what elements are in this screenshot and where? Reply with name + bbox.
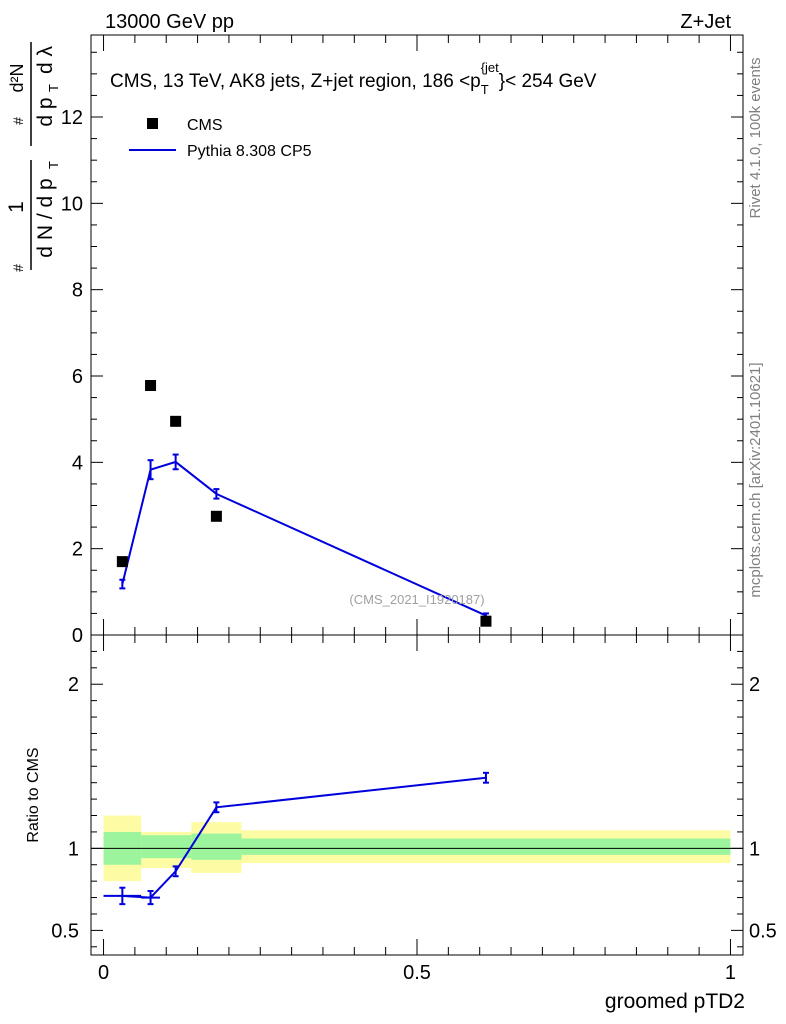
main-y-tick-label: 4 xyxy=(72,452,83,474)
ratio-panel-frame xyxy=(90,634,744,956)
ratio-y-tick-label: 1 xyxy=(68,838,79,860)
plot-title: CMS, 13 TeV, AK8 jets, Z+jet region, 186… xyxy=(110,60,597,97)
x-axis-label: groomed pTD2 xyxy=(605,990,745,1013)
x-tick-label: 1 xyxy=(725,962,736,984)
mcplots-credit-label: mcplots.cern.ch [arXiv:2401.10621] xyxy=(747,362,764,597)
ratio-band-green xyxy=(191,833,242,860)
ylabel-dlambda: d λ xyxy=(34,45,57,74)
main-y-tick-label: 2 xyxy=(72,539,83,561)
ylabel-T-sub-2: T xyxy=(46,84,61,92)
process-label: Z+Jet xyxy=(680,11,731,33)
legend-pythia-label: Pythia 8.308 CP5 xyxy=(187,143,312,160)
cms-data-point xyxy=(145,380,157,392)
main-y-tick-label: 0 xyxy=(72,625,83,647)
ratio-bands xyxy=(91,815,743,882)
ratio-band-green xyxy=(241,838,731,855)
main-y-tick-label: 10 xyxy=(61,193,83,215)
ratio-x-ticks: 0 0.5 1 xyxy=(98,635,736,984)
ylabel-dN-dpT: d N / d p xyxy=(34,178,57,257)
ylabel-T-sub-1: T xyxy=(46,161,61,169)
ylabel-hash-1: # xyxy=(10,264,26,272)
ratio-y-tick-label-right: 2 xyxy=(749,674,760,696)
cms-data-point xyxy=(116,556,128,568)
ylabel-hash-2: # xyxy=(10,117,26,125)
legend: CMS Pythia 8.308 CP5 xyxy=(129,117,312,160)
ratio-y-tick-label-right: 0.5 xyxy=(749,920,777,942)
main-panel: 0 2 4 6 8 10 12 CMS, 13 TeV, AK8 jets, Z+jet r… xyxy=(5,34,744,647)
plot-title-sup: {jet xyxy=(481,60,499,75)
main-y-ticks: 0 2 4 6 8 10 12 xyxy=(61,51,743,647)
plot-title-post: }< 254 GeV xyxy=(499,71,597,92)
ratio-band-green xyxy=(141,835,192,859)
cms-data-point xyxy=(170,415,182,427)
legend-cms-marker xyxy=(147,118,158,129)
ratio-data xyxy=(103,771,489,906)
ylabel-one: 1 xyxy=(5,201,28,213)
legend-cms-label: CMS xyxy=(187,117,223,134)
ylabel-d2N: d²N xyxy=(7,63,27,92)
main-y-tick-label: 6 xyxy=(72,366,83,388)
cms-data-point xyxy=(480,615,492,627)
ratio-panel: 0.5 0.51 12 2 0 0.5 1 Ratio to CMS groomed pT… xyxy=(25,634,777,1013)
main-y-axis-label: # 1 d N / d p T # d²N d p T d λ xyxy=(5,42,61,272)
main-y-tick-label: 8 xyxy=(72,280,83,302)
main-data xyxy=(116,380,492,627)
rivet-version-label: Rivet 4.1.0, 100k events xyxy=(747,58,764,219)
main-y-tick-label: 12 xyxy=(61,107,83,129)
energy-label: 13000 GeV pp xyxy=(105,11,234,33)
ratio-y-axis-label: Ratio to CMS xyxy=(25,747,42,842)
ratio-y-tick-label: 0.5 xyxy=(51,920,79,942)
analysis-watermark: (CMS_2021_I1920187) xyxy=(349,592,484,607)
ratio-y-tick-label: 2 xyxy=(68,674,79,696)
x-tick-label: 0.5 xyxy=(403,962,431,984)
plot-title-pre: CMS, 13 TeV, AK8 jets, Z+jet region, 186… xyxy=(110,71,481,92)
main-x-ticks xyxy=(103,35,731,635)
ratio-y-tick-label-right: 1 xyxy=(749,838,760,860)
ylabel-dpT: d p xyxy=(34,97,57,126)
cms-data-point xyxy=(210,510,222,522)
plot-title-sub: T xyxy=(481,82,489,97)
ratio-y-ticks: 0.5 0.5 1 1 2 2 xyxy=(51,650,777,948)
x-tick-label: 0 xyxy=(98,962,109,984)
